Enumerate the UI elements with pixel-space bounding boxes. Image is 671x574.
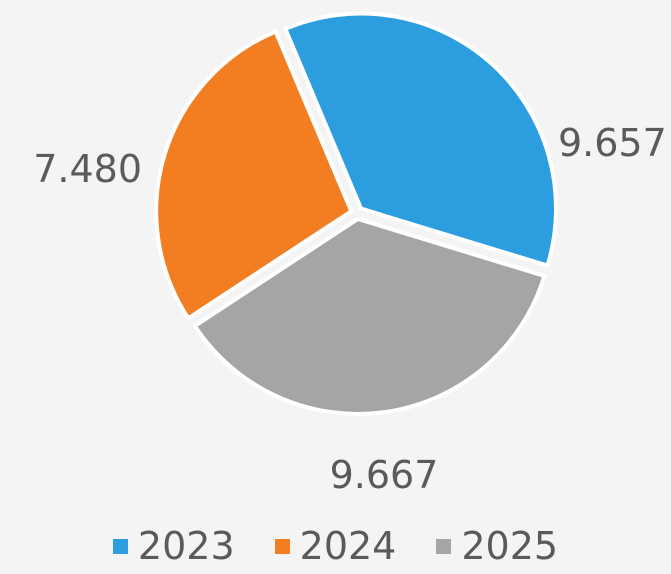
chart-legend: 2023 2024 2025 xyxy=(0,520,671,572)
data-label-2024: 7.480 xyxy=(33,147,142,191)
legend-label-2025: 2025 xyxy=(461,524,559,568)
legend-swatch-2023 xyxy=(112,538,128,554)
legend-label-2024: 2024 xyxy=(299,524,397,568)
pie-slice-2025 xyxy=(192,216,547,416)
legend-item-2025: 2025 xyxy=(436,524,558,568)
legend-item-2023: 2023 xyxy=(112,524,235,568)
legend-swatch-2024 xyxy=(274,538,290,554)
pie-slices xyxy=(154,11,559,416)
data-label-2025: 9.657 xyxy=(558,121,667,165)
legend-item-2024: 2024 xyxy=(274,524,397,568)
pie-data-labels: 9.667 7.480 9.657 xyxy=(33,121,667,497)
legend-swatch-2025 xyxy=(436,538,452,554)
legend-label-2023: 2023 xyxy=(137,524,235,568)
pie-slice-2024 xyxy=(154,29,354,321)
data-label-2023: 9.667 xyxy=(330,453,439,497)
pie-slice-2023 xyxy=(283,11,559,268)
